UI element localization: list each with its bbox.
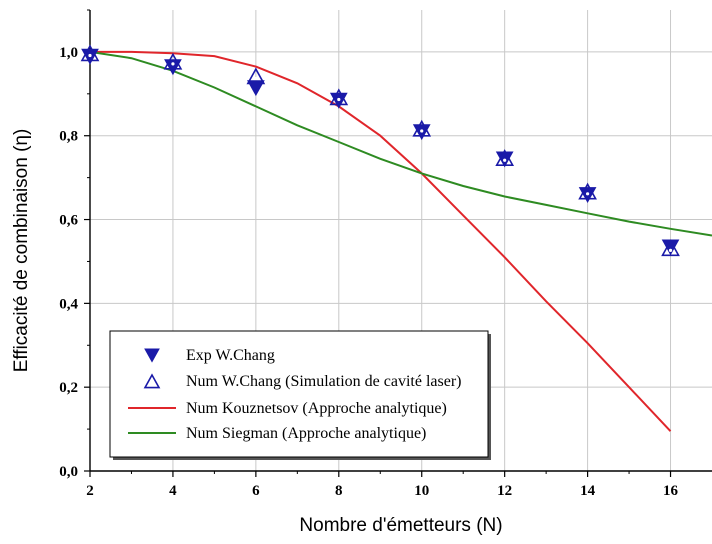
exp-marker bbox=[164, 59, 182, 76]
plot-frame bbox=[89, 10, 712, 472]
x-tick-label: 4 bbox=[169, 483, 177, 499]
num-marker bbox=[578, 182, 597, 200]
legend-swatch-num bbox=[143, 373, 161, 389]
num-marker-dot bbox=[254, 76, 258, 81]
x-tick-label: 12 bbox=[497, 483, 512, 499]
series-markers bbox=[80, 44, 680, 257]
x-axis-title: Nombre d'émetteurs (N) bbox=[299, 515, 502, 536]
num-marker-dot bbox=[586, 192, 590, 196]
x-axis-ticks: 2 4 6 8 10 12 14 16 bbox=[86, 471, 679, 499]
y-axis-ticks: 0,0 0,2 0,4 0,6 0,8 1,0 bbox=[59, 9, 90, 480]
legend: Exp W.Chang Num W.Chang (Simulation de ca… bbox=[109, 330, 491, 460]
x-tick-label: 6 bbox=[252, 483, 260, 499]
y-tick-label: 1,0 bbox=[59, 45, 78, 61]
series-line-2 bbox=[90, 50, 672, 432]
y-tick-label: 0,8 bbox=[59, 129, 78, 145]
num-marker-dot bbox=[503, 158, 507, 162]
series-lines bbox=[90, 50, 712, 432]
x-tick-label: 2 bbox=[86, 483, 94, 499]
x-tick-label: 16 bbox=[663, 483, 679, 499]
num-marker-dot bbox=[668, 248, 673, 252]
num-marker bbox=[329, 88, 349, 106]
exp-marker bbox=[247, 80, 265, 97]
num-marker bbox=[661, 239, 680, 257]
num-marker bbox=[495, 149, 515, 166]
legend-box bbox=[109, 330, 489, 458]
num-marker-dot bbox=[88, 53, 92, 58]
y-tick-label: 0,4 bbox=[59, 296, 78, 312]
y-tick-label: 0,6 bbox=[59, 213, 78, 229]
legend-entry-label: Num Kouznetsov (Approche analytique) bbox=[186, 400, 447, 417]
num-marker-dot bbox=[420, 129, 424, 133]
x-tick-label: 8 bbox=[335, 483, 343, 499]
x-tick-label: 14 bbox=[580, 483, 596, 499]
legend-entry-label: Num W.Chang (Simulation de cavité laser) bbox=[186, 373, 462, 390]
y-tick-label: 0,2 bbox=[59, 380, 78, 396]
series-line-3 bbox=[90, 50, 712, 237]
num-marker-dot bbox=[171, 62, 175, 66]
legend-entry-label: Exp W.Chang bbox=[186, 347, 275, 364]
num-marker bbox=[246, 67, 266, 85]
num-marker-dot bbox=[337, 97, 341, 102]
num-marker bbox=[163, 52, 183, 70]
legend-swatch-exp bbox=[144, 348, 160, 363]
num-marker bbox=[80, 44, 100, 62]
y-tick-label: 0,0 bbox=[59, 464, 78, 480]
legend-entry-label: Num Siegman (Approche analytique) bbox=[186, 425, 426, 442]
num-marker bbox=[412, 119, 432, 137]
x-tick-label: 10 bbox=[414, 483, 429, 499]
y-axis-title: Efficacité de combinaison (η) bbox=[11, 129, 32, 373]
